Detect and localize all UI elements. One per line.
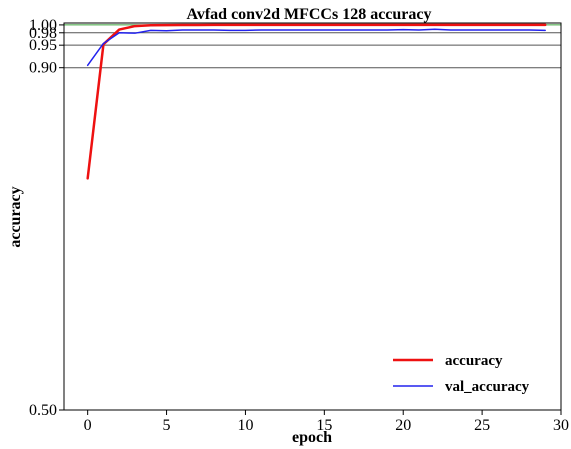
x-tick-label: 20 [395,417,411,434]
x-tick-label: 10 [237,417,253,434]
y-tick-label: 0.95 [29,37,57,54]
chart-title: Avfad conv2d MFCCs 128 accuracy [186,6,431,23]
plot-frame [63,22,562,411]
y-tick-label: 0.50 [29,402,57,419]
y-axis-label: accuracy [7,186,24,247]
reference-lines [64,24,561,69]
y-tick-label: 1.00 [29,17,57,34]
legend-label-accuracy: accuracy [445,353,503,369]
series-line-accuracy [86,23,547,180]
y-tick-label: 0.98 [29,25,57,42]
legend-label-val-accuracy: val_accuracy [445,379,530,395]
series-line-val-accuracy [86,28,546,67]
y-tick-label: 0.90 [29,60,57,77]
x-tick-label: 5 [163,417,171,434]
y-axis: 0.50 0.90 0.950.981.00 [29,17,64,419]
x-tick-label: 30 [553,417,569,434]
series-lines [86,23,547,180]
x-tick-label: 0 [84,417,92,434]
x-tick-label: 15 [316,417,332,434]
x-axis-label: epoch [292,429,332,446]
legend: accuracy val_accuracy [393,353,530,395]
x-tick-label: 25 [474,417,490,434]
x-axis: 0 5 10 15 20 25 30 [84,410,569,434]
